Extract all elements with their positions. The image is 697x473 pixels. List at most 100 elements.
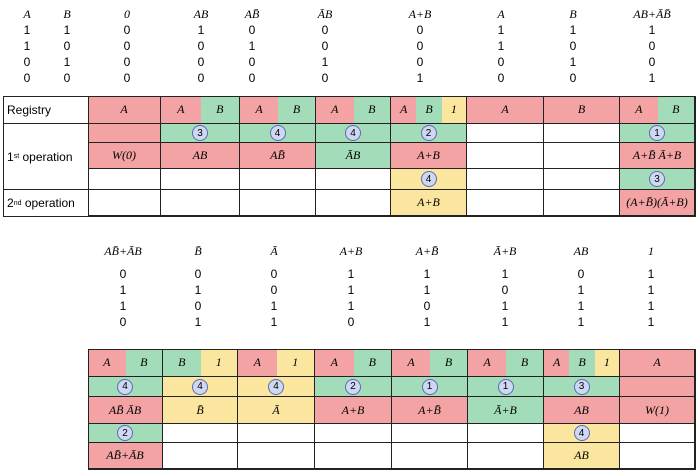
top-registry-part: A bbox=[467, 96, 544, 124]
top-registry-part: A bbox=[620, 96, 658, 124]
bottom-cell: 0 bbox=[501, 283, 509, 297]
top-op1_value-cell: ĀB bbox=[316, 143, 391, 169]
bottom-header-2: Ā bbox=[270, 244, 278, 258]
bottom-op2_circle-cell: 4 bbox=[544, 424, 620, 443]
top-cell: 0 bbox=[497, 55, 505, 69]
bottom-cell: 1 bbox=[647, 315, 655, 329]
bottom-cell: 1 bbox=[577, 283, 585, 297]
top-cell: 1 bbox=[248, 39, 256, 53]
step-number-circle: 2 bbox=[420, 125, 437, 141]
bottom-op2_value-cell bbox=[620, 443, 695, 469]
bottom-op1_value-cell: W(1) bbox=[620, 397, 695, 424]
bottom-op2_circle-cell bbox=[468, 424, 544, 443]
top-op1_circle-cell: 2 bbox=[391, 124, 467, 143]
top-cell: 1 bbox=[63, 23, 71, 37]
bottom-op1_circle-cell: 2 bbox=[315, 377, 392, 397]
top-cell: 0 bbox=[569, 39, 577, 53]
bottom-op2_value-cell bbox=[468, 443, 544, 469]
bottom-cell: 1 bbox=[501, 299, 509, 313]
top-cell: 0 bbox=[197, 71, 205, 85]
bottom-op2_circle-cell bbox=[392, 424, 468, 443]
top-cell: 1 bbox=[416, 71, 424, 85]
bottom-op1_circle-cell: 4 bbox=[88, 377, 163, 397]
bottom-cell: 1 bbox=[347, 283, 355, 297]
step-number-circle: 2 bbox=[117, 425, 133, 441]
bottom-op1_value-cell: Ā+B bbox=[468, 397, 544, 424]
top-op2_circle-cell bbox=[161, 169, 240, 190]
bottom-cell: 1 bbox=[577, 299, 585, 313]
top-op2_value-cell bbox=[88, 190, 161, 216]
bottom-header-6: AB bbox=[573, 244, 589, 258]
bottom-op1_value-cell: B̄ bbox=[163, 397, 238, 424]
top-cell: 0 bbox=[123, 71, 131, 85]
bottom-op1_value-cell: A+B̄ bbox=[392, 397, 468, 424]
step-number-circle: 4 bbox=[345, 125, 361, 141]
top-cell: 0 bbox=[248, 55, 256, 69]
top-cell: 0 bbox=[321, 23, 329, 37]
bottom-cell: 1 bbox=[501, 267, 509, 281]
bottom-cell: 1 bbox=[501, 315, 509, 329]
top-registry-part: B bbox=[544, 96, 620, 124]
bottom-header-3: A+B bbox=[339, 244, 363, 258]
top-op1_circle-cell: 3 bbox=[161, 124, 240, 143]
bottom-cell: 0 bbox=[119, 315, 127, 329]
top-op2_circle-cell bbox=[240, 169, 316, 190]
top-header-7: A bbox=[497, 7, 505, 21]
bottom-op2_value-cell: AB̄+ĀB bbox=[88, 443, 163, 469]
bottom-cell: 0 bbox=[194, 267, 202, 281]
bottom-op2_circle-cell bbox=[315, 424, 392, 443]
bottom-op1_circle-cell: 4 bbox=[238, 377, 315, 397]
bottom-op1_value-cell: AB̄ ĀB bbox=[88, 397, 163, 424]
bottom-grid-border bbox=[88, 349, 696, 470]
top-cell: 1 bbox=[63, 55, 71, 69]
top-header-3: AB bbox=[193, 7, 209, 21]
top-header-0: A bbox=[23, 7, 31, 21]
bottom-registry-part: B bbox=[569, 349, 595, 377]
top-op1_value-cell bbox=[544, 143, 620, 169]
step-number-circle: 4 bbox=[573, 425, 590, 441]
bottom-op2_circle-cell: 2 bbox=[88, 424, 163, 443]
top-header-4: AB̄ bbox=[244, 7, 260, 21]
bottom-op1_circle-cell: 4 bbox=[163, 377, 238, 397]
top-op1_circle-cell bbox=[544, 124, 620, 143]
bottom-op2_circle-cell bbox=[620, 424, 695, 443]
top-op2_value-cell: (A+B̄)(Ā+B) bbox=[620, 190, 695, 216]
top-op1_circle-cell bbox=[88, 124, 161, 143]
top-registry-part: B bbox=[657, 96, 695, 124]
top-cell: 0 bbox=[648, 39, 656, 53]
top-op1_value-cell: A+B bbox=[391, 143, 467, 169]
top-cell: 1 bbox=[197, 23, 205, 37]
top-registry-part: A bbox=[391, 96, 417, 124]
step-number-circle: 4 bbox=[192, 378, 208, 395]
bottom-op2_value-cell bbox=[238, 443, 315, 469]
top-op1_circle-cell bbox=[467, 124, 544, 143]
top-op2_circle-cell bbox=[544, 169, 620, 190]
bottom-op1_value-cell: AB bbox=[544, 397, 620, 424]
step-number-circle: 4 bbox=[268, 378, 284, 395]
bottom-cell: 0 bbox=[194, 299, 202, 313]
bottom-cell: 0 bbox=[577, 267, 585, 281]
bottom-op2_value-cell bbox=[315, 443, 392, 469]
top-op2_value-cell bbox=[467, 190, 544, 216]
top-cell: 1 bbox=[497, 23, 505, 37]
top-header-8: B bbox=[569, 7, 577, 21]
bottom-op2_value-cell bbox=[392, 443, 468, 469]
top-header-5: ĀB bbox=[317, 7, 333, 21]
bottom-op1_circle-cell: 1 bbox=[468, 377, 544, 397]
top-op2_circle-cell bbox=[88, 169, 161, 190]
top-op2_circle-cell bbox=[316, 169, 391, 190]
top-cell: 0 bbox=[248, 23, 256, 37]
top-cell: 0 bbox=[23, 71, 31, 85]
step-number-circle: 1 bbox=[421, 378, 438, 395]
top-registry-part: B bbox=[416, 96, 442, 124]
bottom-header-7: 1 bbox=[648, 244, 654, 258]
bottom-cell: 0 bbox=[270, 283, 278, 297]
step-number-circle: 3 bbox=[192, 125, 208, 141]
bottom-op1_circle-cell: 1 bbox=[392, 377, 468, 397]
bottom-cell: 1 bbox=[647, 283, 655, 297]
step-number-circle: 3 bbox=[649, 171, 665, 187]
bottom-cell: 1 bbox=[347, 299, 355, 313]
top-op2_circle-cell: 4 bbox=[391, 169, 467, 190]
top-registry-part: A bbox=[240, 96, 278, 124]
top-op1_value-cell: AB bbox=[161, 143, 240, 169]
